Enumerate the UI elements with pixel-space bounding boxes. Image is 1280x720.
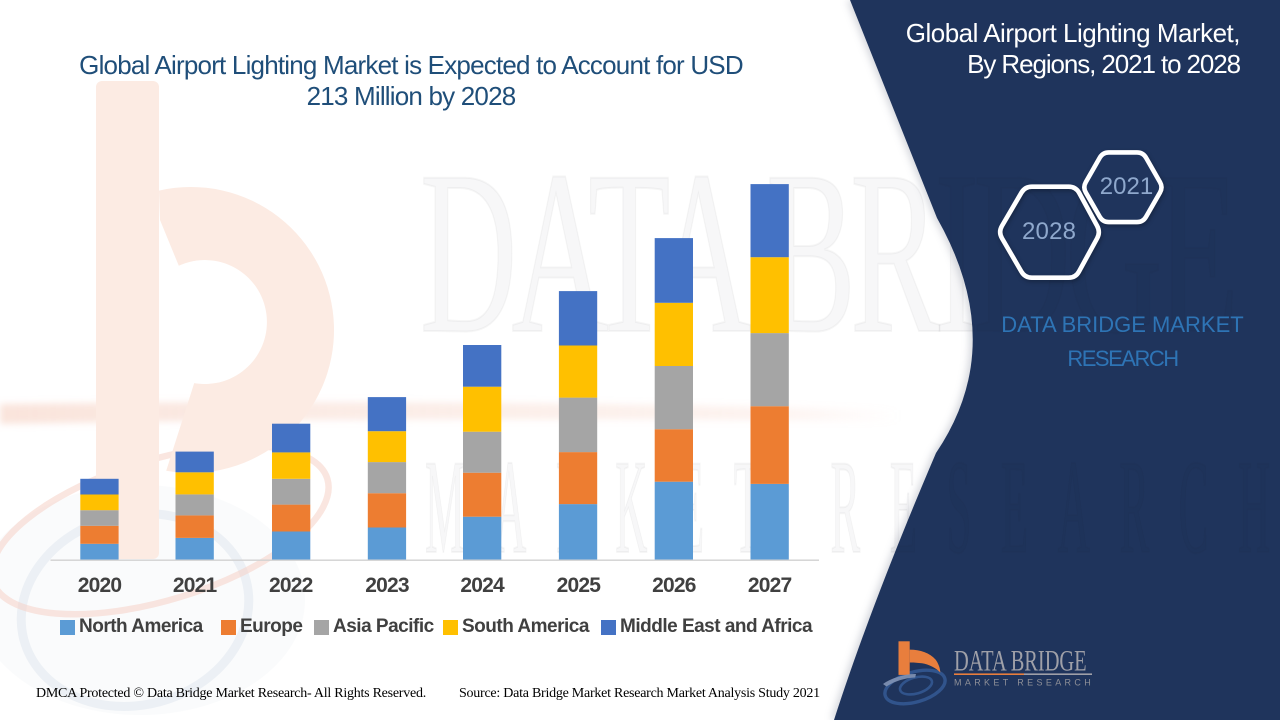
svg-text:MARKET RESEARCH: MARKET RESEARCH bbox=[954, 678, 1094, 688]
svg-text:DATA BRIDGE: DATA BRIDGE bbox=[954, 644, 1087, 678]
